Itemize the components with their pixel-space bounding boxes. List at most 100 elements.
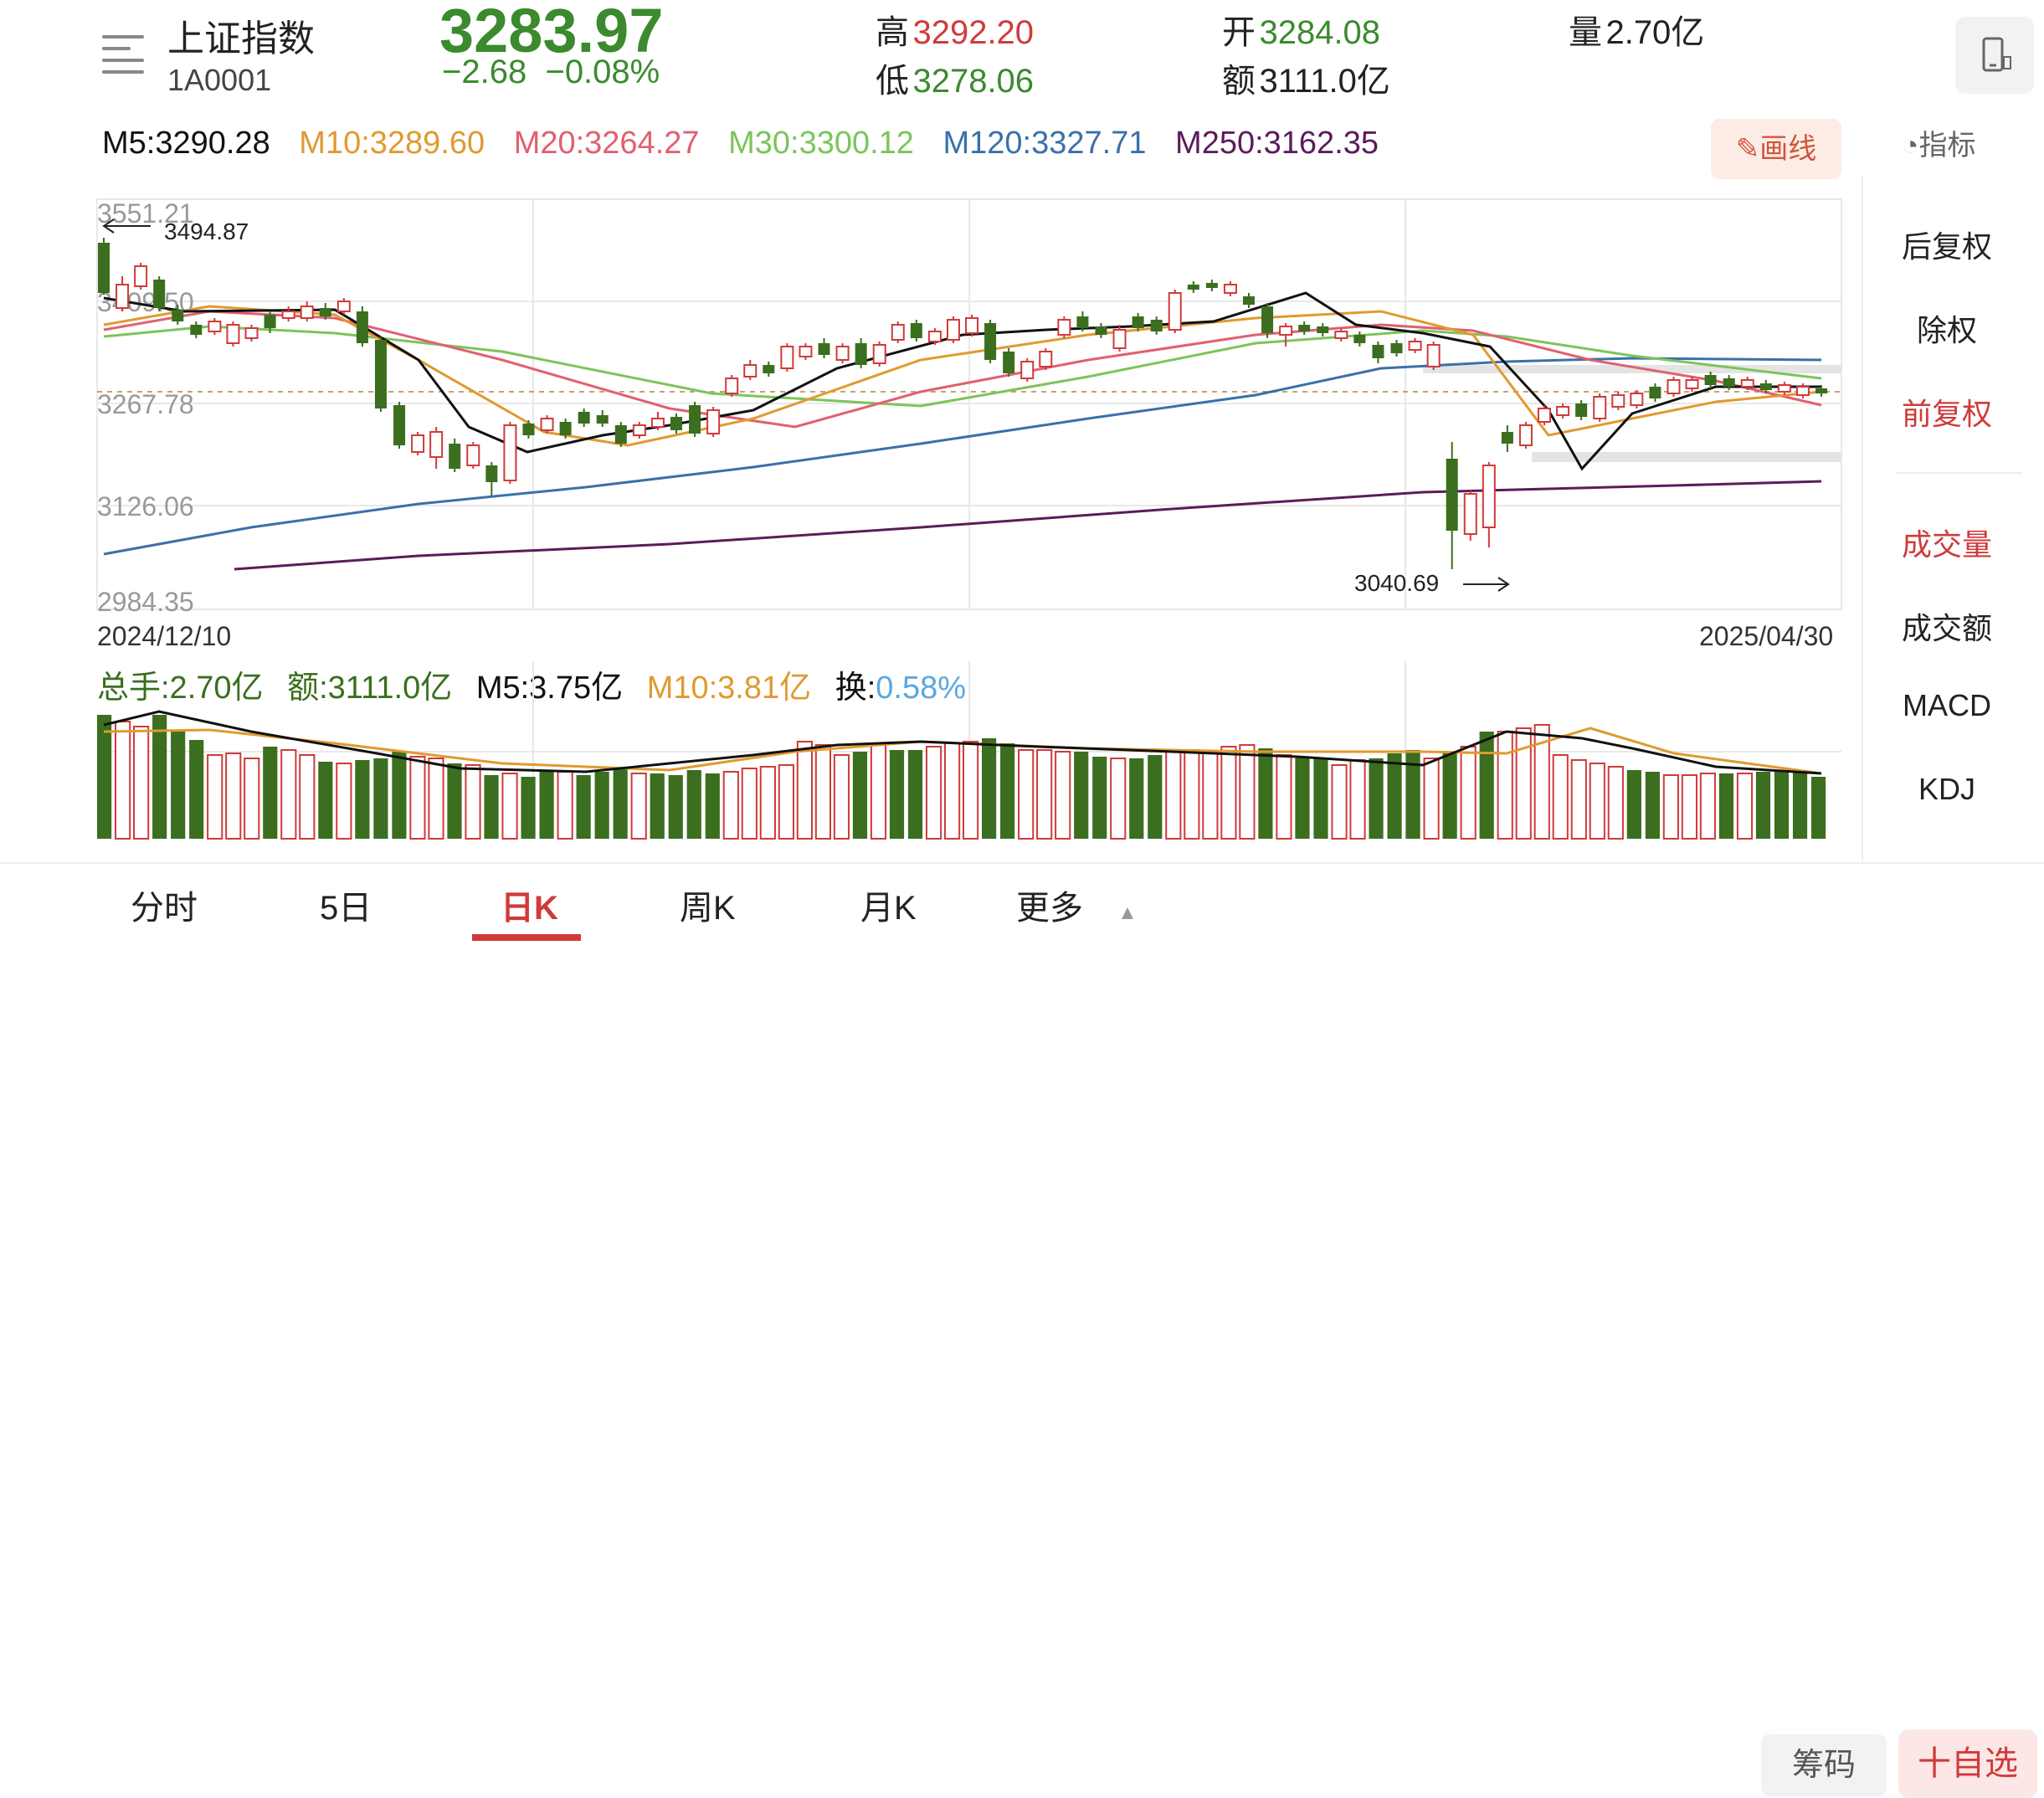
volume-bar [1092, 757, 1107, 839]
candle-body [134, 265, 148, 287]
candle-body [855, 343, 867, 365]
chart-grid [96, 198, 1842, 610]
volume-bar [1258, 748, 1273, 839]
candle-body [596, 415, 609, 424]
high-stat: 高 3292.20 [876, 5, 1034, 54]
ma-legend: M5:3290.28 M10:3289.60 M20:3264.27 M30:3… [102, 126, 1399, 162]
amount-stat: 额 3111.0亿 [1222, 54, 1390, 102]
volume-bar [225, 753, 242, 840]
side-item-pre-adjusted[interactable]: 前复权 [1901, 397, 1992, 431]
volume-bar [1369, 758, 1384, 839]
side-separator [1897, 472, 2022, 474]
volume-bar [1000, 743, 1015, 839]
volume-bar [1810, 777, 1826, 839]
candle-body [356, 311, 368, 343]
tab-intraday[interactable]: 分时 [131, 890, 198, 927]
candle-body [725, 378, 739, 394]
candle-body [1777, 384, 1791, 393]
volume-bar [1645, 772, 1660, 839]
candle-body [1501, 432, 1513, 444]
volume-bar [1774, 772, 1790, 839]
period-tabs: 分时 5日 日K 周K 月K 更多 ▲ 筹码 十自选 [0, 862, 2044, 1798]
candle-body [393, 405, 406, 445]
candle-body [1408, 341, 1422, 351]
side-item-macd[interactable]: MACD [1903, 688, 1991, 722]
y-tick-3: 3126.06 [97, 491, 194, 521]
volume-bar [447, 763, 462, 839]
volume-chart[interactable] [0, 661, 1867, 854]
volume-stat: 量 2.70亿 [1569, 5, 1704, 54]
candle-body [449, 444, 461, 469]
volume-bar [833, 754, 850, 840]
candle-body [1575, 403, 1588, 417]
candle-body [1463, 493, 1477, 535]
candle-body [984, 323, 997, 360]
high-value: 3292.20 [912, 14, 1035, 51]
kline-chart[interactable]: 3551.21 3409.50 3267.78 3126.06 2984.35 … [0, 0, 1867, 862]
volume-bar [1387, 753, 1402, 839]
y-tick-4: 2984.35 [97, 587, 194, 617]
landscape-toggle-button[interactable] [1955, 17, 2034, 94]
active-tab-indicator [472, 934, 581, 941]
volume-bar [1570, 759, 1587, 840]
side-item-post-adjusted[interactable]: 后复权 [1901, 229, 1992, 264]
volume-bar [1662, 774, 1679, 840]
tab-monthly-k[interactable]: 月K [860, 890, 917, 927]
volume-bar [925, 746, 942, 840]
ma5-value: M5:3290.28 [102, 126, 270, 161]
indicator-button[interactable]: ◔指标 [1902, 122, 1976, 163]
volume-bar [796, 741, 813, 840]
volume-bar [1479, 732, 1494, 839]
candle-body [1243, 296, 1255, 305]
candle-body [411, 434, 425, 453]
candle-body [319, 308, 331, 316]
volume-value: 2.70亿 [1605, 14, 1705, 51]
max-marker-label: 3494.87 [164, 218, 249, 244]
candle-body [1353, 335, 1366, 343]
candle-body [1279, 326, 1293, 336]
tab-weekly-k[interactable]: 周K [680, 890, 736, 927]
side-item-kdj[interactable]: KDJ [1918, 772, 1975, 806]
volume-bar [501, 773, 518, 840]
y-tick-0: 3551.21 [97, 198, 194, 229]
candle-body [872, 344, 886, 364]
candle-body [1112, 329, 1127, 349]
add-favorite-button[interactable]: 十自选 [1898, 1729, 2037, 1798]
pencil-icon: ✎ [1735, 133, 1760, 165]
volume-bar [759, 766, 776, 840]
min-marker-label: 3040.69 [1354, 570, 1439, 596]
candle-body [540, 418, 554, 431]
gauge-icon: ◔ [1902, 130, 1919, 162]
side-item-volume[interactable]: 成交量 [1901, 527, 1992, 562]
candle-body [1482, 465, 1496, 528]
volume-bar [373, 758, 388, 839]
side-item-ex-rights[interactable]: 除权 [1916, 313, 1977, 347]
volume-bar [355, 760, 370, 839]
tab-5day[interactable]: 5日 [320, 890, 372, 927]
volume-bar [1607, 766, 1624, 840]
min-marker: 3040.69 [1354, 570, 1510, 596]
indicator-label: 指标 [1918, 130, 1976, 162]
volume-bar [1018, 749, 1035, 840]
candle-body [98, 243, 110, 293]
menu-icon[interactable] [102, 35, 144, 74]
side-item-amount[interactable]: 成交额 [1901, 611, 1992, 645]
volume-bar [263, 747, 278, 839]
volume-bar [1165, 751, 1182, 840]
low-stat: 低 3278.06 [876, 54, 1034, 102]
draw-line-button[interactable]: ✎画线 [1711, 119, 1841, 179]
tab-daily-k[interactable]: 日K [501, 890, 558, 927]
volume-bar [1792, 772, 1808, 839]
candle-body [650, 418, 665, 428]
candle-body [614, 425, 627, 444]
candle-body [522, 424, 535, 435]
candle-body [1372, 345, 1384, 358]
vol-m10: M10:3.81亿 [646, 670, 812, 706]
chips-button[interactable]: 筹码 [1761, 1734, 1887, 1796]
tab-more[interactable]: 更多 ▲ [1016, 881, 1138, 929]
amount-value: 3111.0亿 [1259, 63, 1390, 100]
y-axis-labels: 3551.21 3409.50 3267.78 3126.06 2984.35 [97, 198, 194, 617]
volume-bar [1331, 764, 1348, 840]
volume-bar [465, 764, 481, 840]
volume-bar [133, 726, 150, 840]
